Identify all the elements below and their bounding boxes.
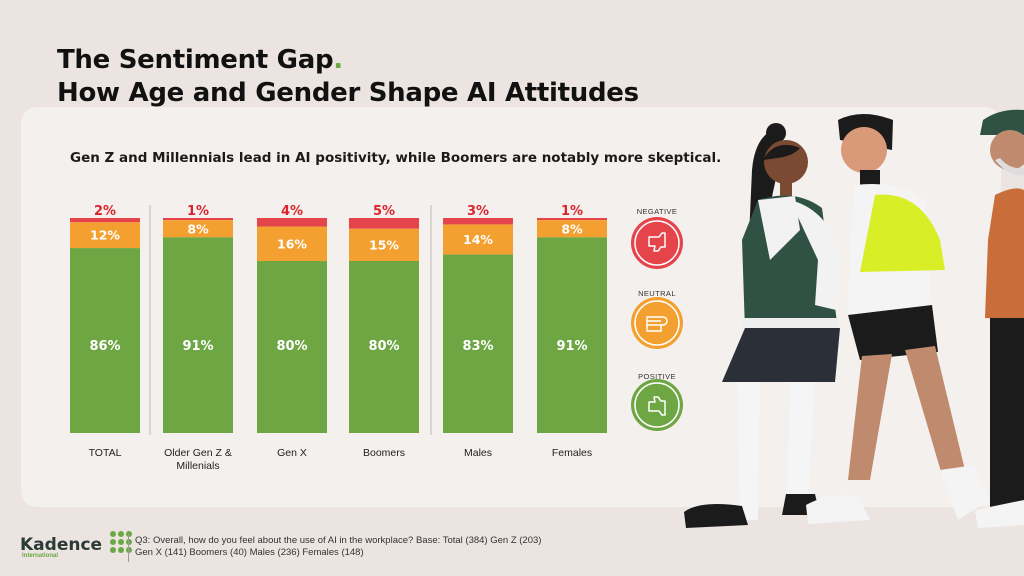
- bar-group: 4% 16% 80% Gen X: [257, 204, 327, 459]
- label-positive: 86%: [89, 339, 120, 354]
- bar-group: 5% 15% 80% Boomers: [349, 204, 419, 459]
- brand-dots-icon: [109, 531, 132, 553]
- bar-positive: [443, 254, 513, 433]
- label-positive: 83%: [462, 339, 493, 354]
- category-label: Females: [552, 447, 592, 459]
- bar-positive: [257, 261, 327, 433]
- group-dividers: [149, 205, 432, 435]
- bar-negative: [443, 218, 513, 225]
- category-label: Millenials: [176, 460, 219, 472]
- footer-divider: [128, 534, 129, 562]
- bar-group: 3% 14% 83% Males: [443, 204, 513, 459]
- legend-item-negative: NEGATIVE: [631, 207, 683, 269]
- label-positive: 91%: [182, 339, 213, 354]
- title-line-2: How Age and Gender Shape AI Attitudes: [57, 78, 639, 108]
- bar-negative: [349, 218, 419, 229]
- label-negative: 1%: [561, 204, 583, 219]
- label-positive: 91%: [556, 339, 587, 354]
- brand-name: Kadence: [20, 535, 103, 555]
- bar-neutral: [257, 226, 327, 261]
- bar-neutral: [163, 220, 233, 238]
- legend: NEGATIVE NEUTRAL POSITIVE: [631, 207, 683, 431]
- category-label: Males: [464, 447, 492, 459]
- label-neutral: 8%: [187, 221, 209, 236]
- bar-neutral: [537, 220, 607, 238]
- label-positive: 80%: [368, 339, 399, 354]
- older-man-figure: [975, 109, 1024, 528]
- bar-negative: [257, 218, 327, 227]
- label-neutral: 15%: [369, 237, 399, 252]
- bar-negative: [163, 218, 233, 221]
- title-accent-dot: .: [333, 45, 343, 75]
- bar-positive: [537, 237, 607, 433]
- category-label: Boomers: [363, 447, 405, 459]
- category-label: Gen X: [277, 447, 307, 459]
- bar-neutral: [443, 224, 513, 255]
- bar-positive: [163, 237, 233, 433]
- label-negative: 4%: [281, 204, 303, 219]
- label-neutral: 16%: [277, 236, 307, 251]
- label-positive: 80%: [276, 339, 307, 354]
- bar-positive: [70, 248, 140, 433]
- legend-item-neutral: NEUTRAL: [631, 289, 683, 349]
- title-line-1: The Sentiment Gap: [57, 45, 334, 75]
- label-neutral: 12%: [90, 228, 120, 243]
- bar-group: 2% 12% 86% TOTAL: [70, 204, 140, 459]
- label-neutral: 14%: [463, 232, 493, 247]
- category-label: Older Gen Z &: [164, 447, 232, 459]
- legend-label: NEUTRAL: [638, 289, 676, 298]
- bar-neutral: [349, 228, 419, 261]
- bar-negative: [537, 218, 607, 221]
- girl-figure: [684, 123, 842, 528]
- category-label: TOTAL: [89, 447, 122, 459]
- thumbs-up-icon: [631, 379, 683, 431]
- label-negative: 3%: [467, 204, 489, 219]
- label-negative: 1%: [187, 204, 209, 219]
- walking-people-illustration: [684, 109, 1024, 528]
- label-negative: 2%: [94, 204, 116, 219]
- bar-groups: 2% 12% 86% TOTAL 1% 8% 91% Older Gen Z &Milleni…: [70, 204, 607, 472]
- thumbs-down-icon: [631, 217, 683, 269]
- page-title: The Sentiment Gap. How Age and Gender Sh…: [57, 44, 639, 110]
- chart-subtitle: Gen Z and Millennials lead in AI positiv…: [70, 150, 722, 166]
- young-man-figure: [806, 114, 990, 524]
- kadence-logo: Kadence: [20, 531, 132, 555]
- footnote: Q3: Overall, how do you feel about the u…: [135, 535, 542, 558]
- bar-neutral: [70, 222, 140, 249]
- bar-negative: [70, 218, 140, 223]
- bar-group: 1% 8% 91% Older Gen Z &Millenials: [163, 204, 233, 472]
- label-neutral: 8%: [561, 221, 583, 236]
- bar-group: 1% 8% 91% Females: [537, 204, 607, 459]
- brand-subtitle: International: [22, 553, 59, 559]
- legend-label: NEGATIVE: [637, 207, 678, 216]
- legend-label: POSITIVE: [638, 372, 676, 381]
- legend-item-positive: POSITIVE: [631, 372, 683, 431]
- label-negative: 5%: [373, 204, 395, 219]
- fist-icon: [631, 297, 683, 349]
- bar-positive: [349, 261, 419, 433]
